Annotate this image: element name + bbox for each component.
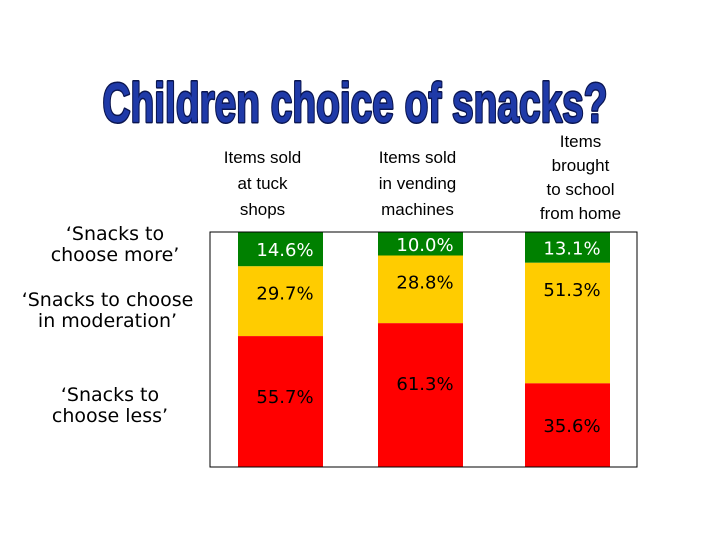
data-label-items-sold-in-vending-machines-series-2: 61.3% bbox=[396, 374, 453, 395]
data-label-items-sold-at-tuck-shops-series-2: 55.7% bbox=[256, 387, 313, 408]
plot-frame bbox=[209, 231, 638, 468]
column-header-line: from home bbox=[539, 204, 622, 223]
data-label-items-brought-to-school-from-home-series-1: 51.3% bbox=[543, 280, 600, 301]
bar-segment-items-brought-to-school-from-home-series-2 bbox=[525, 383, 610, 467]
chart-title: Children choice of snacks? bbox=[101, 70, 609, 136]
bar-segment-items-sold-at-tuck-shops-series-1 bbox=[238, 266, 323, 337]
column-header-line: at tuck bbox=[237, 174, 288, 193]
column-header-vending-machines: Items sold in vending machines bbox=[360, 145, 475, 223]
column-header-line: Items sold bbox=[378, 148, 457, 167]
column-header-line: Items sold bbox=[223, 148, 302, 167]
data-label-items-sold-in-vending-machines-series-0: 10.0% bbox=[396, 235, 453, 256]
column-header-line: Items bbox=[559, 132, 602, 151]
data-label-items-sold-in-vending-machines-series-1: 28.8% bbox=[396, 273, 453, 294]
bar-segment-items-sold-at-tuck-shops-series-2 bbox=[238, 336, 323, 467]
column-header-line: in vending bbox=[378, 174, 457, 193]
column-header-line: brought bbox=[551, 156, 610, 175]
bar-segment-items-sold-in-vending-machines-series-2 bbox=[378, 323, 463, 468]
data-label-items-brought-to-school-from-home-series-2: 35.6% bbox=[543, 416, 600, 437]
column-header-line: machines bbox=[381, 200, 454, 219]
row-label-line: ‘Snacks to choose bbox=[21, 289, 194, 311]
data-label-items-sold-at-tuck-shops-series-0: 14.6% bbox=[256, 240, 313, 261]
bar-segment-items-sold-in-vending-machines-series-1 bbox=[378, 255, 463, 324]
bar-segment-items-sold-in-vending-machines-series-0 bbox=[378, 232, 463, 256]
row-label-line: choose less’ bbox=[51, 405, 169, 427]
plot-area: 14.6% 29.7% 55.7% 10.0% 28.8% 61.3% 13.1% 51.3%… bbox=[209, 231, 638, 468]
bar-segment-items-brought-to-school-from-home-series-0 bbox=[525, 232, 610, 263]
column-header-from-home: Items brought to school from home bbox=[518, 130, 643, 226]
chart-title-text: Children choice of snacks? bbox=[103, 71, 608, 134]
bar-segment-items-brought-to-school-from-home-series-1 bbox=[525, 262, 610, 384]
row-label-moderation: ‘Snacks to choose in moderation’ bbox=[0, 290, 215, 332]
column-header-tuck-shops: Items sold at tuck shops bbox=[205, 145, 320, 223]
row-label-line: ‘Snacks to bbox=[65, 223, 165, 245]
bar-segment-items-sold-at-tuck-shops-series-0 bbox=[238, 232, 323, 267]
column-header-line: shops bbox=[239, 200, 286, 219]
row-label-line: ‘Snacks to bbox=[60, 384, 160, 406]
data-label-items-sold-at-tuck-shops-series-1: 29.7% bbox=[256, 283, 313, 304]
column-header-line: to school bbox=[546, 180, 615, 199]
row-label-line: in moderation’ bbox=[37, 310, 178, 332]
row-label-choose-less: ‘Snacks to choose less’ bbox=[15, 385, 205, 427]
data-label-items-brought-to-school-from-home-series-0: 13.1% bbox=[543, 238, 600, 259]
row-label-line: choose more’ bbox=[50, 244, 180, 266]
row-label-choose-more: ‘Snacks to choose more’ bbox=[20, 224, 210, 266]
